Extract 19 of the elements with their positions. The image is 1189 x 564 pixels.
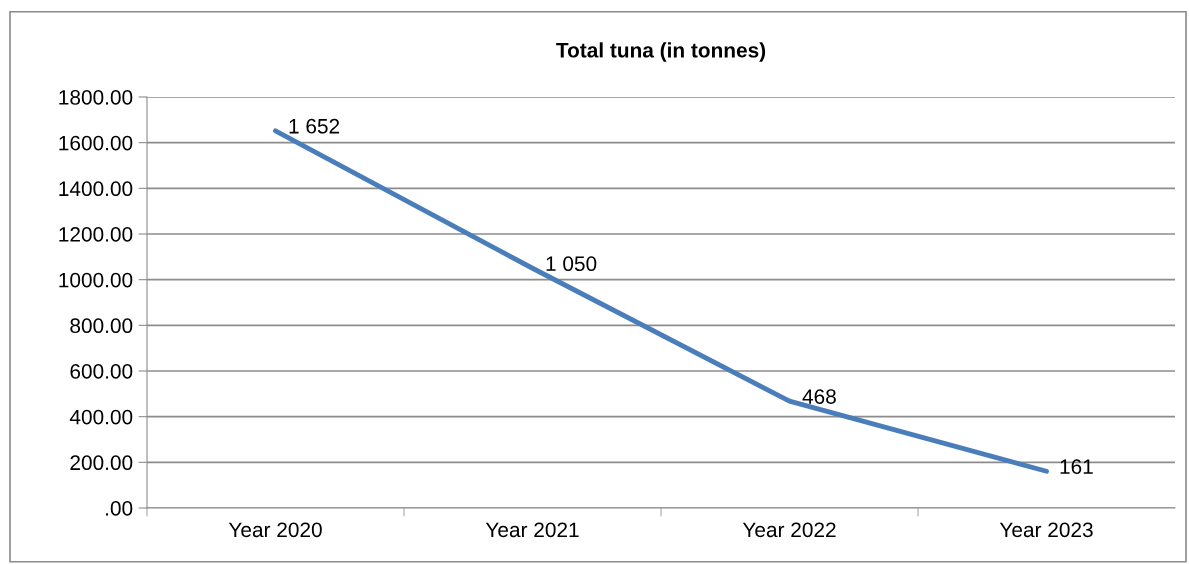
y-tick-label: 200.00 [70, 455, 133, 471]
y-tick-label: .00 [106, 501, 133, 516]
y-tick-label: 400.00 [69, 409, 133, 425]
y-tick-label: 600.00 [70, 364, 133, 379]
text: 468 [802, 389, 836, 404]
y-tick-label: 800.00 [70, 318, 133, 334]
y-tick-label: 1400.00 [59, 181, 133, 197]
x-tick-label: Year 2023 [999, 522, 1093, 538]
x-tick-label: Year 2020 [228, 522, 322, 538]
y-tick-label: 1800.00 [59, 90, 133, 105]
y-tick-label: 1000.00 [59, 272, 133, 288]
x-tick-label: Year 2022 [742, 522, 836, 538]
text: 161 [1060, 459, 1093, 475]
chart-title: Total tuna (in tonnes) [556, 42, 766, 62]
y-tick-label: 1200.00 [59, 227, 133, 242]
y-tick-label: 1600.00 [59, 135, 133, 151]
x-tick-label: Year 2021 [485, 522, 579, 538]
text: 1 050 [546, 256, 597, 272]
text: 1 652 [289, 118, 340, 134]
